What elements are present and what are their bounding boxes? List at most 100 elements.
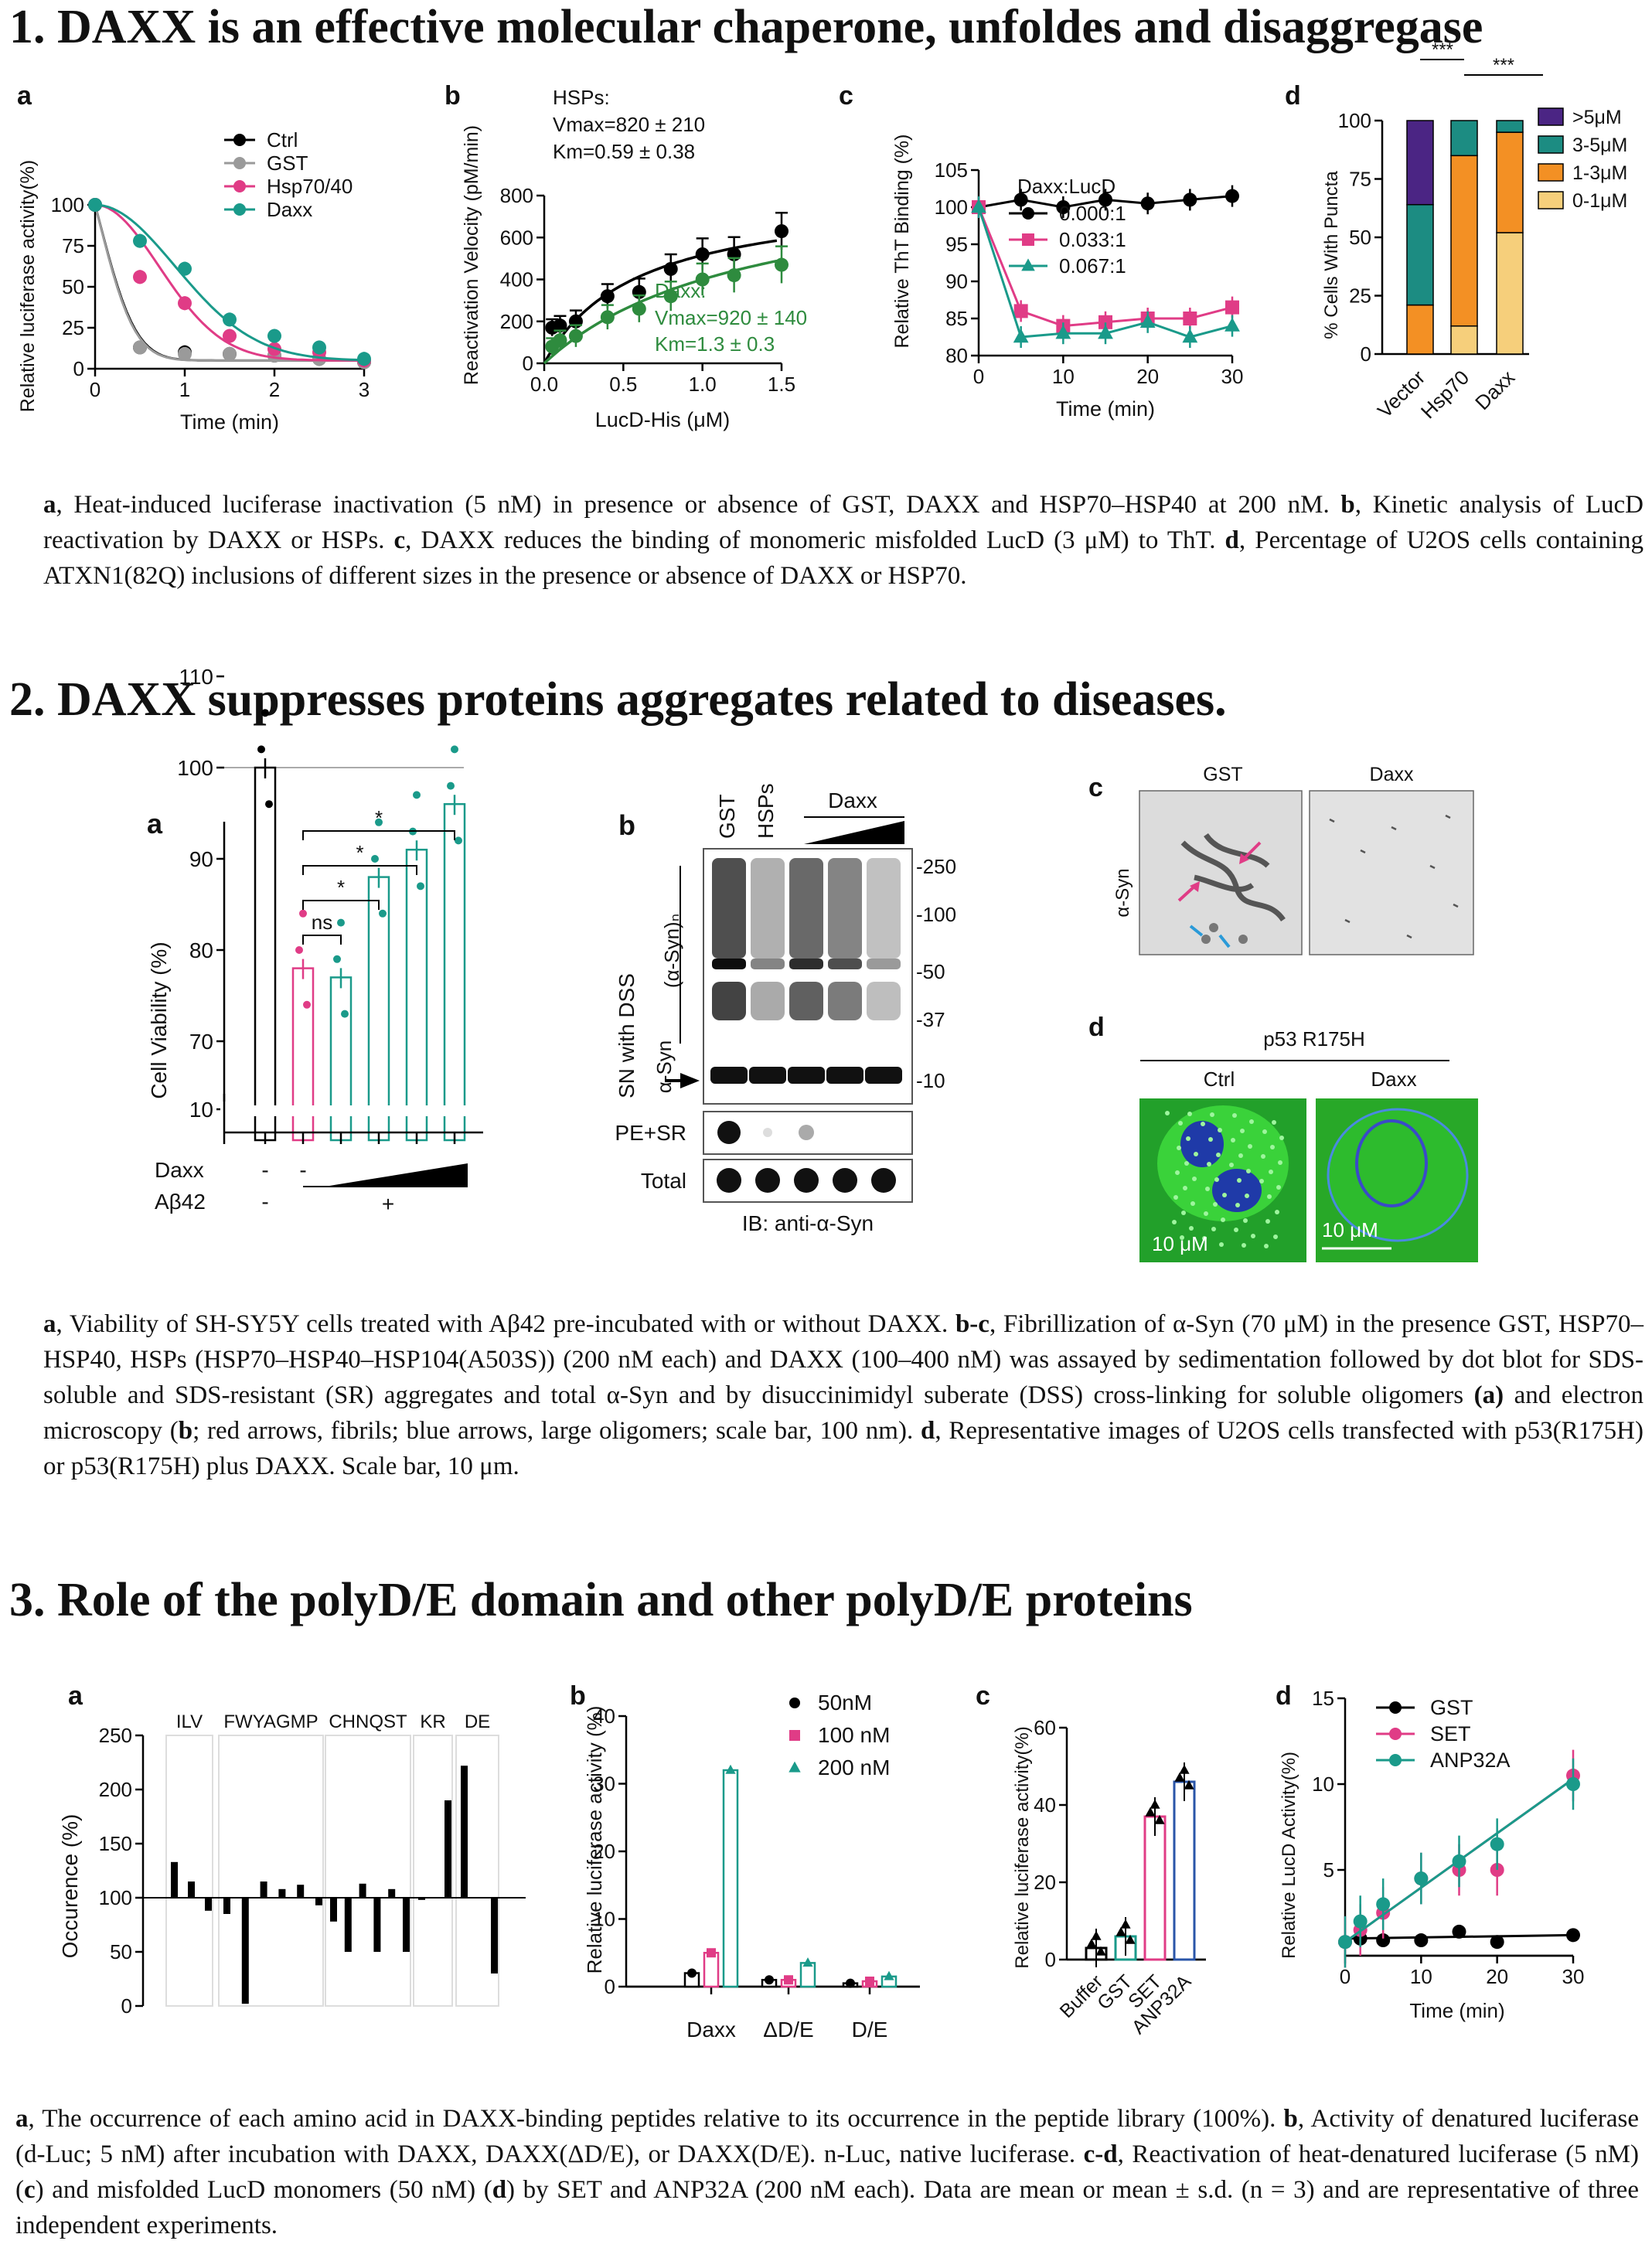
puncta	[1202, 1236, 1207, 1241]
data-point	[1183, 192, 1197, 207]
puncta	[1235, 1203, 1240, 1207]
lane-label: HSPs	[754, 783, 778, 839]
puncta	[1218, 1128, 1222, 1132]
data-point	[295, 946, 303, 954]
y-tick-label: 100	[935, 196, 968, 219]
data-point	[1174, 1772, 1185, 1782]
section2-caption: a, Viability of SH-SY5Y cells treated wi…	[43, 1306, 1643, 1484]
panel-letter: c	[839, 81, 853, 111]
blue-arrow-icon	[1218, 934, 1231, 948]
legend-label: 1-3μM	[1572, 162, 1627, 184]
data-point	[451, 745, 458, 754]
x-tick-label: 1	[179, 378, 190, 401]
data-point	[865, 1977, 874, 1986]
row-label: Total	[641, 1169, 686, 1193]
y-tick-label: 20	[1034, 1871, 1056, 1894]
panel-letter: b	[618, 809, 635, 841]
data-point	[1086, 1938, 1097, 1948]
caption-bold: d	[920, 1417, 935, 1445]
y-tick-label: 100	[177, 756, 213, 780]
particle	[1406, 934, 1412, 939]
sig-label: ***	[1432, 39, 1453, 60]
bar	[171, 1861, 178, 1898]
bar	[330, 1898, 337, 1922]
data-point	[88, 198, 102, 212]
puncta	[1229, 1163, 1234, 1167]
particle	[1391, 826, 1397, 831]
y-tick-label: 20	[593, 1840, 615, 1863]
data-point	[1091, 1930, 1102, 1940]
data-point	[1225, 189, 1239, 203]
puncta	[1264, 1244, 1269, 1248]
monomer-band	[788, 1067, 825, 1084]
puncta	[1248, 1144, 1252, 1149]
data-point	[379, 909, 387, 918]
panel-letter: b	[445, 81, 461, 111]
legend-marker	[1389, 1701, 1402, 1714]
x-category-label: Hsp70	[1416, 366, 1473, 423]
data-point	[1098, 315, 1112, 329]
group-box	[325, 1735, 411, 2007]
y-tick-label: 90	[189, 847, 213, 871]
data-point	[223, 346, 237, 361]
oligomer-band	[867, 982, 901, 1020]
y-tick-label: 0	[1361, 342, 1371, 366]
puncta	[1273, 1234, 1278, 1239]
smear-band	[751, 858, 785, 959]
legend-marker	[1021, 258, 1035, 271]
puncta	[1267, 1194, 1272, 1199]
data-point	[1120, 1919, 1131, 1929]
x-tick-label: 10	[1052, 365, 1075, 388]
y-tick-label: 75	[1349, 168, 1371, 191]
legend-marker	[789, 1698, 800, 1708]
puncta	[1183, 1186, 1187, 1190]
x-tick-label: 1.0	[689, 373, 717, 396]
data-point	[133, 233, 147, 248]
caption-bold: c	[24, 2176, 36, 2204]
puncta	[1192, 1177, 1197, 1181]
caption-bold: a	[15, 2105, 29, 2133]
panel-letter: d	[1276, 1681, 1292, 1711]
legend-marker	[1022, 207, 1034, 220]
data-point	[265, 800, 273, 809]
data-point	[1013, 329, 1029, 343]
caption-text: ; red arrows, fibrils; blue arrows, larg…	[192, 1417, 921, 1445]
puncta	[1261, 1154, 1265, 1159]
data-point	[1140, 196, 1155, 211]
y-tick-label: 100	[99, 1886, 132, 1909]
monomer-band	[749, 1067, 786, 1084]
puncta	[1172, 1220, 1177, 1224]
data-point	[1056, 200, 1071, 214]
puncta	[1210, 1112, 1214, 1117]
y-axis-label: Relative luciferase activity (%)	[583, 1706, 606, 1974]
panel-letter: a	[17, 81, 32, 111]
data-point	[725, 1764, 736, 1774]
sig-label: ***	[1493, 55, 1514, 76]
data-point	[1376, 1933, 1391, 1948]
bar	[315, 1898, 322, 1905]
y-tick-label: 85	[945, 307, 968, 330]
puncta	[1173, 1195, 1178, 1200]
monomer-band	[710, 1067, 748, 1084]
caption-text: , DAXX reduces the binding of monomeric …	[405, 526, 1225, 554]
caption-bold: b	[178, 1417, 193, 1445]
panel-letter: a	[68, 1681, 83, 1711]
data-point	[784, 1975, 793, 1985]
x-tick-label: 0	[1340, 1965, 1351, 1988]
data-point	[553, 333, 567, 348]
data-point	[802, 1957, 813, 1967]
data-point	[1179, 1764, 1190, 1774]
sig-bracket	[302, 830, 455, 840]
data-point	[1013, 192, 1028, 207]
panel-title: p53 R175H	[1263, 1027, 1365, 1051]
data-point	[133, 270, 147, 284]
data-point	[553, 318, 567, 333]
data-point	[765, 1975, 774, 1985]
dot	[755, 1168, 780, 1193]
puncta	[1259, 1179, 1264, 1183]
y-tick-label: 30	[593, 1773, 615, 1796]
data-point	[695, 272, 710, 287]
y-tick-label: 200	[500, 310, 533, 333]
oligomer-band	[867, 959, 901, 969]
